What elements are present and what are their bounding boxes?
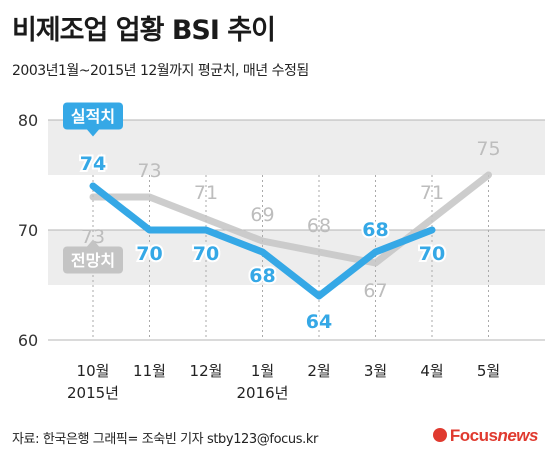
y-tick-label: 70 (18, 221, 38, 240)
data-label-forecast: 73 (137, 160, 161, 182)
focus-circle-icon (432, 428, 447, 442)
data-label-actual: 68 (249, 265, 275, 287)
series-tag-actual-bg (63, 102, 123, 130)
x-tick-label: 12월 (190, 362, 223, 380)
source-credit: 자료: 한국은행 그래픽= 조숙빈 기자 stby123@focus.kr (12, 432, 318, 447)
x-year-label: 2016년 (237, 384, 289, 402)
chart-subtitle: 2003년1월~2015년 12월까지 평균치, 매년 수정됨 (12, 63, 309, 79)
chart-title: 비제조업 업황 BSI 추이 (12, 15, 276, 46)
series-line-forecast (89, 171, 492, 267)
data-label-forecast: 69 (250, 204, 274, 226)
data-label-forecast: 71 (194, 182, 218, 204)
data-label-forecast: 71 (420, 182, 444, 204)
x-tick-label: 4월 (420, 362, 443, 380)
x-tick-label: 10월 (77, 362, 110, 380)
y-tick-label: 60 (18, 331, 38, 350)
data-label-actual: 74 (80, 153, 106, 175)
y-tick-label: 80 (18, 111, 38, 130)
series-tag-forecast-text: 전망치 (71, 251, 115, 270)
series-tag-actual: 실적치 (63, 102, 123, 137)
x-year-label: 2015년 (67, 384, 119, 402)
focus-news-logo: Focusnews (432, 426, 538, 446)
logo-suffix: news (497, 426, 538, 445)
series-tag-actual-text: 실적치 (71, 107, 115, 126)
data-label-actual: 70 (193, 243, 219, 265)
data-label-forecast: 68 (307, 215, 331, 237)
series-tag-actual-pointer (87, 129, 99, 137)
series-tag-forecast: 전망치 (63, 239, 123, 274)
series-tag-forecast-bg (63, 246, 123, 274)
grid-band (48, 120, 545, 175)
x-tick-label: 3월 (364, 362, 387, 380)
data-label-actual: 68 (362, 219, 388, 241)
data-label-actual: 70 (136, 243, 162, 265)
data-label-forecast: 67 (363, 280, 387, 302)
data-label-actual: 64 (306, 311, 332, 333)
data-label-actual: 70 (419, 243, 445, 265)
logo-brand: Focus (449, 426, 498, 445)
x-tick-label: 5월 (477, 362, 500, 380)
x-tick-label: 2월 (307, 362, 330, 380)
data-label-forecast: 75 (476, 138, 500, 160)
series-tag-forecast-pointer (87, 239, 99, 247)
x-tick-label: 11월 (133, 362, 166, 380)
data-label-forecast: 73 (81, 226, 105, 248)
x-tick-label: 1월 (251, 362, 274, 380)
series-line-actual (89, 182, 436, 300)
